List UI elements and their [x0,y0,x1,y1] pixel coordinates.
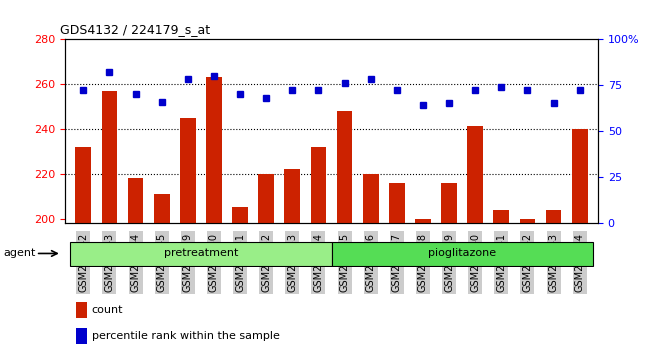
Bar [363,173,378,223]
Bar [337,111,352,223]
Bar [127,178,144,223]
Bar [441,183,457,223]
Bar [154,194,170,223]
Bar [285,169,300,223]
Text: count: count [92,305,123,315]
Bar [415,218,431,223]
Bar [75,147,91,223]
Bar [258,173,274,223]
Bar [572,129,588,223]
Text: agent: agent [3,248,36,258]
Text: pioglitazone: pioglitazone [428,249,496,258]
Bar [546,210,562,223]
Bar [232,207,248,223]
Bar [467,126,483,223]
Bar [75,328,87,344]
Bar [206,77,222,223]
Bar [311,147,326,223]
Bar [493,210,509,223]
Bar [389,183,405,223]
Text: pretreatment: pretreatment [164,249,238,258]
Text: percentile rank within the sample: percentile rank within the sample [92,331,280,341]
Bar [519,218,536,223]
Bar [180,118,196,223]
Bar [332,242,593,266]
Bar [101,91,117,223]
Bar [75,302,87,318]
Text: GDS4132 / 224179_s_at: GDS4132 / 224179_s_at [60,23,210,36]
Bar [70,242,332,266]
